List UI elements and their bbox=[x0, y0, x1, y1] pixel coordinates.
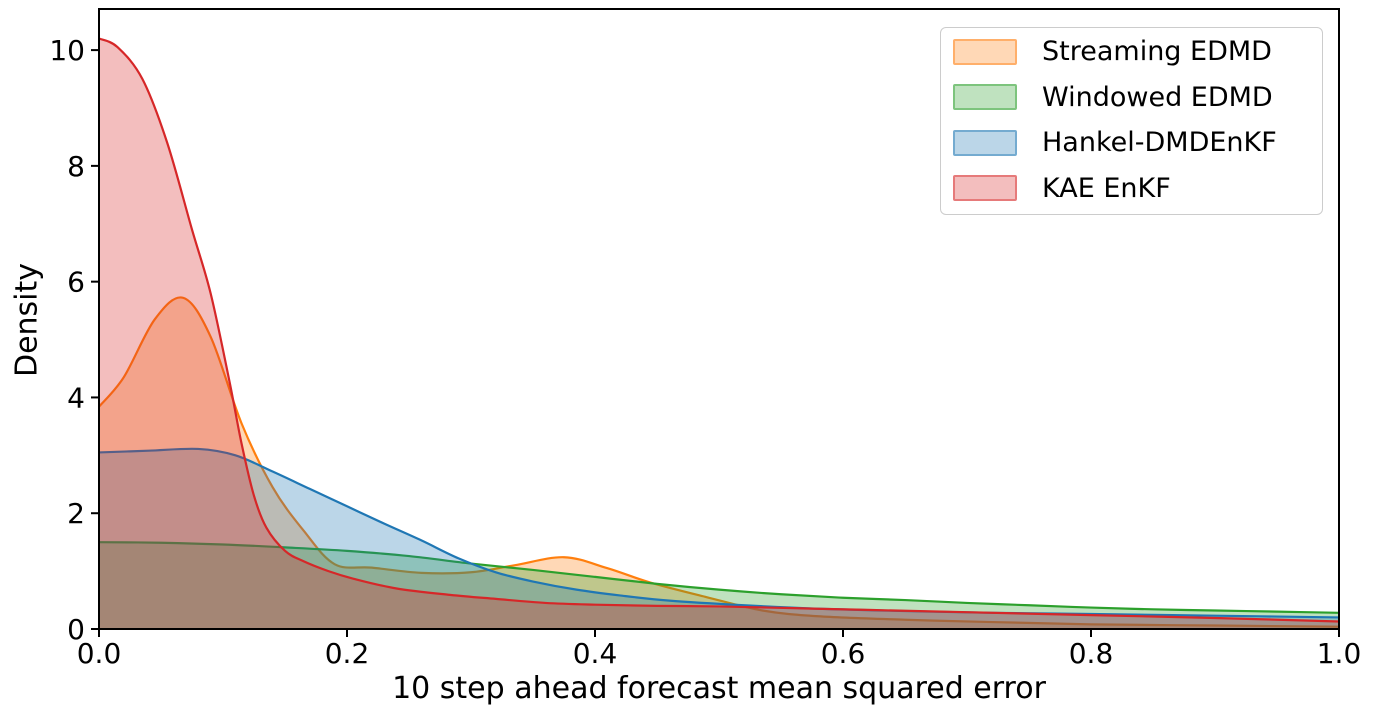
legend-label-1: Windowed EDMD bbox=[1042, 81, 1273, 113]
legend-swatch-3 bbox=[953, 175, 1017, 202]
y-tick-label: 6 bbox=[67, 266, 85, 299]
y-tick-label: 2 bbox=[67, 497, 85, 530]
y-tick-label: 8 bbox=[67, 150, 85, 183]
y-tick-label: 10 bbox=[49, 34, 85, 67]
plot-frame bbox=[98, 8, 1340, 630]
x-tick-label: 0.4 bbox=[573, 637, 618, 670]
legend-swatch-2 bbox=[953, 129, 1017, 156]
series-fill-0 bbox=[99, 297, 1339, 629]
legend-swatch-0 bbox=[953, 38, 1017, 65]
y-tick-label: 0 bbox=[67, 613, 85, 646]
legend-item-1: Windowed EDMD bbox=[953, 84, 1308, 111]
y-tick-label: 4 bbox=[67, 381, 85, 414]
x-tick-label: 0.6 bbox=[821, 637, 866, 670]
series-line-0 bbox=[98, 296, 1340, 628]
legend-swatch-1 bbox=[953, 84, 1017, 111]
series-line-3 bbox=[98, 37, 1340, 623]
x-tick-label: 1.0 bbox=[1317, 637, 1362, 670]
legend: Streaming EDMD Windowed EDMD Hankel-DMDEnK… bbox=[940, 27, 1323, 215]
series-fill-3 bbox=[99, 38, 1339, 629]
legend-item-2: Hankel-DMDEnKF bbox=[953, 129, 1308, 156]
series-fill-2 bbox=[99, 448, 1339, 629]
series-line-1 bbox=[98, 541, 1340, 614]
y-axis-label: Density bbox=[9, 262, 45, 378]
legend-item-3: KAE EnKF bbox=[953, 175, 1308, 202]
series-fill-1 bbox=[99, 542, 1339, 629]
legend-label-2: Hankel-DMDEnKF bbox=[1042, 127, 1277, 159]
x-tick-label: 0.2 bbox=[325, 637, 370, 670]
x-tick-label: 0.8 bbox=[1069, 637, 1114, 670]
legend-label-0: Streaming EDMD bbox=[1042, 36, 1272, 67]
legend-item-0: Streaming EDMD bbox=[953, 38, 1308, 65]
x-tick-label: 0.0 bbox=[77, 637, 122, 670]
x-axis-label: 10 step ahead forecast mean squared erro… bbox=[392, 671, 1046, 706]
legend-label-3: KAE EnKF bbox=[1042, 172, 1171, 204]
